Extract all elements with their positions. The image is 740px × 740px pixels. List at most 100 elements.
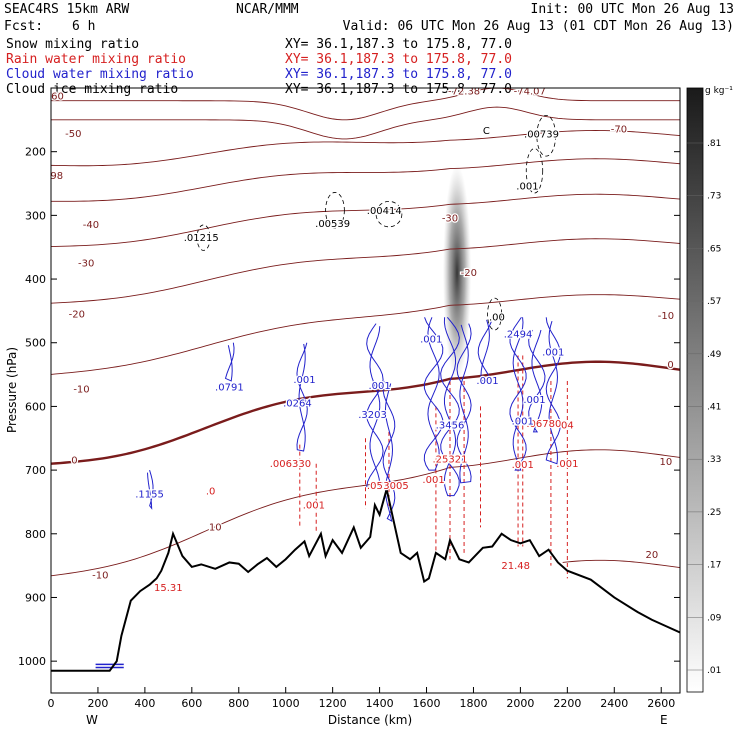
cloud-water-contour xyxy=(545,317,561,465)
cloud-water-contour xyxy=(366,323,384,490)
snow-maximum-label: .00539 xyxy=(315,219,350,230)
cloud-water-contour xyxy=(147,469,154,510)
snow-contours xyxy=(196,114,557,331)
colorbar-labels: .81 .73 .65 .57 .49 .41 .33 .25 .17 .09 .01 xyxy=(687,139,722,676)
rain-maximum-label: .05 xyxy=(367,481,383,492)
isotherm-contours xyxy=(51,88,680,577)
x-tick-label: 1000 xyxy=(272,697,300,710)
snow-maximum-label: .00739 xyxy=(524,130,559,141)
x-tick-label: 1400 xyxy=(366,697,394,710)
isotherm-line xyxy=(562,559,680,569)
colorbar-ramp xyxy=(686,87,704,693)
y-tick-label: 700 xyxy=(25,464,46,477)
plot-frame xyxy=(50,87,681,694)
isotherm-line xyxy=(51,158,680,202)
cloud-water-contour xyxy=(423,317,444,471)
x-tick-label: 400 xyxy=(134,697,155,710)
cloud-water-contour xyxy=(440,316,460,497)
field-rain-name: Rain water mixing ratio xyxy=(6,52,186,67)
colorbar: g kg⁻¹ .81 .73 .65 .57 .49 .41 .33 .25 .17 .09 .01 xyxy=(686,86,733,693)
y-tick-label: 900 xyxy=(25,591,46,604)
isotherm-label: -10 xyxy=(92,570,108,581)
forecast-label: Fcst: xyxy=(4,19,43,34)
snow-contour xyxy=(525,148,544,194)
isotherm-line xyxy=(51,193,680,247)
rain-maximum-label: 15.31 xyxy=(154,583,183,594)
colorbar-label: .65 xyxy=(707,244,721,254)
isotherm-label: -10 xyxy=(73,384,89,395)
rain-maximum-label: 3005 xyxy=(383,481,408,492)
field-snow-name: Snow mixing ratio xyxy=(6,37,139,52)
x-tick-label: 0 xyxy=(48,697,55,710)
isotherm-label: -40 xyxy=(83,220,99,231)
forecast-value: 6 h xyxy=(72,19,95,34)
x-tick-label: 2400 xyxy=(600,697,628,710)
isotherm-line xyxy=(51,130,680,167)
x-tick-label: 1200 xyxy=(319,697,347,710)
isotherm-label: -50 xyxy=(65,129,81,140)
rain-maximum-label: .006330 xyxy=(270,459,311,470)
y-tick-label: 800 xyxy=(25,528,46,541)
rain-maximum-label: .001 xyxy=(303,500,325,511)
isotherm-extra-label: -72.38 xyxy=(448,86,480,97)
valid-time: Valid: 06 UTC Mon 26 Aug 13 (01 CDT Mon … xyxy=(343,19,734,34)
cloud-water-maximum-label: .001 xyxy=(512,416,534,427)
isotherm-label: 0 xyxy=(71,456,77,467)
cloud-water-contour xyxy=(509,316,527,471)
isotherm-extra-label: -74.07 xyxy=(514,86,546,97)
cloud-water-maximum-label: .3456 xyxy=(436,421,465,432)
snow-contour xyxy=(536,114,557,157)
field-cloudice-name: Cloud ice mixing ratio xyxy=(6,82,178,97)
cloud-water-contour xyxy=(382,380,396,523)
cloud-water-contours xyxy=(95,316,561,669)
isotherm-label: -70 xyxy=(611,125,627,136)
x-tick-label: 800 xyxy=(228,697,249,710)
snow-maximum-label: .01215 xyxy=(184,233,219,244)
cloud-ice-plume xyxy=(442,164,472,381)
snow-maximum-label: .001 xyxy=(516,181,538,192)
isotherm-label: -60 xyxy=(48,91,64,102)
snow-contour xyxy=(325,192,345,229)
cloud-water-maximum-label: .2494 xyxy=(504,330,533,341)
snow-maximum-label: .00414 xyxy=(367,206,402,217)
colorbar-label: .81 xyxy=(707,139,721,149)
cloud-water-contour xyxy=(224,342,235,382)
isotherm-line xyxy=(51,360,680,465)
contour-labels: -70 -60 -50 -40 -30 -30 -20 -20 -10 -10 0 0 10 10 -10 2… xyxy=(48,86,675,595)
isotherm-label: -20 xyxy=(461,268,477,279)
colorbar-label: .41 xyxy=(707,403,721,413)
y-axis-label: Pressure (hPa) xyxy=(5,347,19,433)
colorbar-unit: g kg⁻¹ xyxy=(705,86,733,96)
colorbar-label: .49 xyxy=(707,350,722,360)
x-tick-label: 2600 xyxy=(647,697,675,710)
snow-contour xyxy=(487,297,503,331)
isotherm-label: 10 xyxy=(209,523,222,534)
isotherm-label: -10 xyxy=(658,311,674,322)
field-cloudice-xy: XY= 36.1,187.3 to 175.8, 77.0 xyxy=(285,82,512,97)
snow-contour xyxy=(375,200,403,228)
terrain-profile xyxy=(51,488,680,672)
isotherm-label: -20 xyxy=(69,309,85,320)
cloud-water-maximum-label: .001 xyxy=(523,395,545,406)
model-title: SEAC4RS 15km ARW xyxy=(4,2,129,17)
rain-maximum-label: .001 xyxy=(512,460,534,471)
isotherm-label: 20 xyxy=(645,550,658,561)
y-tick-label: 300 xyxy=(25,209,46,222)
colorbar-label: .33 xyxy=(707,455,721,465)
x-tick-label: 600 xyxy=(181,697,202,710)
cloud-water-maximum-label: .0264 xyxy=(283,398,312,409)
isotherm-label: 0 xyxy=(667,360,673,371)
isotherm-label: -30 xyxy=(78,258,94,269)
rain-maximum-label: .0 xyxy=(206,486,216,497)
cloud-water-maximum-label: .001 xyxy=(476,376,498,387)
field-rain-xy: XY= 36.1,187.3 to 175.8, 77.0 xyxy=(285,52,512,67)
cloud-water-maximum-label: .001 xyxy=(542,347,564,358)
misc-label: C xyxy=(483,126,490,137)
x-tick-label: 1600 xyxy=(413,697,441,710)
init-time: Init: 00 UTC Mon 26 Aug 13 xyxy=(531,2,735,17)
y-tick-label: 400 xyxy=(25,273,46,286)
isotherm-line xyxy=(51,88,680,121)
isotherm-label: -30 xyxy=(442,214,458,225)
